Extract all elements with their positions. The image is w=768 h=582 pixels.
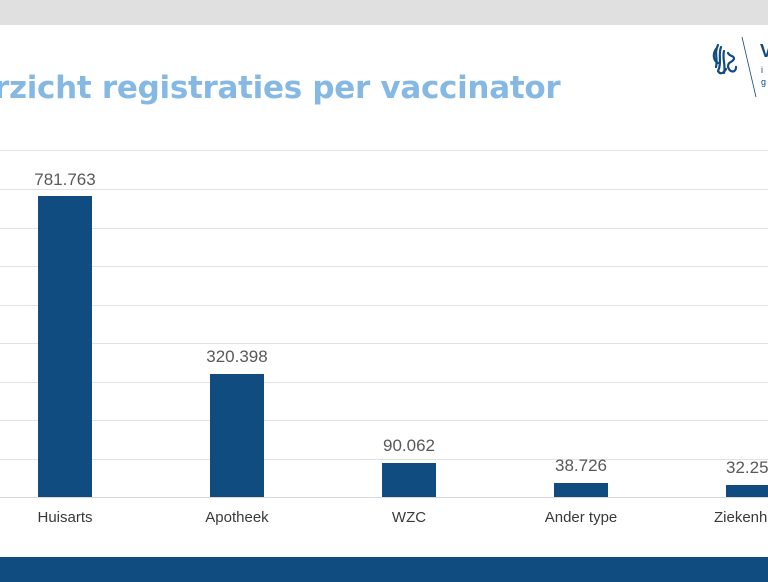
gridline bbox=[0, 382, 768, 383]
svg-text:V: V bbox=[760, 41, 768, 61]
value-label-ander-type: 38.726 bbox=[555, 456, 607, 475]
value-label-wzc: 90.062 bbox=[383, 436, 435, 455]
gridline bbox=[0, 189, 768, 190]
gridline bbox=[0, 459, 768, 460]
gridline bbox=[0, 420, 768, 421]
category-label-ander-type: Ander type bbox=[544, 509, 618, 526]
bar-apotheek bbox=[210, 374, 264, 497]
bar-huisarts bbox=[38, 196, 92, 497]
bar-wzc bbox=[382, 463, 436, 497]
bar-ander-type bbox=[554, 483, 608, 497]
gridline bbox=[0, 343, 768, 344]
category-label-ziekenhuis: Ziekenh bbox=[714, 509, 768, 526]
category-label-huisarts: Huisarts bbox=[37, 509, 93, 526]
top-bar bbox=[0, 0, 768, 25]
category-label-apotheek: Apotheek bbox=[205, 509, 269, 526]
gridline bbox=[0, 266, 768, 267]
gridline bbox=[0, 228, 768, 229]
svg-text:g: g bbox=[761, 77, 766, 87]
category-label-wzc: WZC bbox=[391, 509, 427, 526]
flemish-lion-logo-icon: V i g bbox=[706, 33, 768, 103]
slide-title: rzicht registraties per vaccinator bbox=[0, 70, 561, 106]
value-label-huisarts: 781.763 bbox=[34, 170, 96, 189]
baseline bbox=[0, 497, 768, 498]
svg-text:i: i bbox=[761, 65, 763, 75]
bar-ziekenhuis bbox=[726, 485, 768, 497]
value-label-ziekenhuis: 32.25 bbox=[726, 458, 768, 477]
gridline bbox=[0, 305, 768, 306]
value-label-apotheek: 320.398 bbox=[206, 347, 268, 366]
gridline bbox=[0, 150, 768, 151]
footer-bar bbox=[0, 557, 768, 582]
